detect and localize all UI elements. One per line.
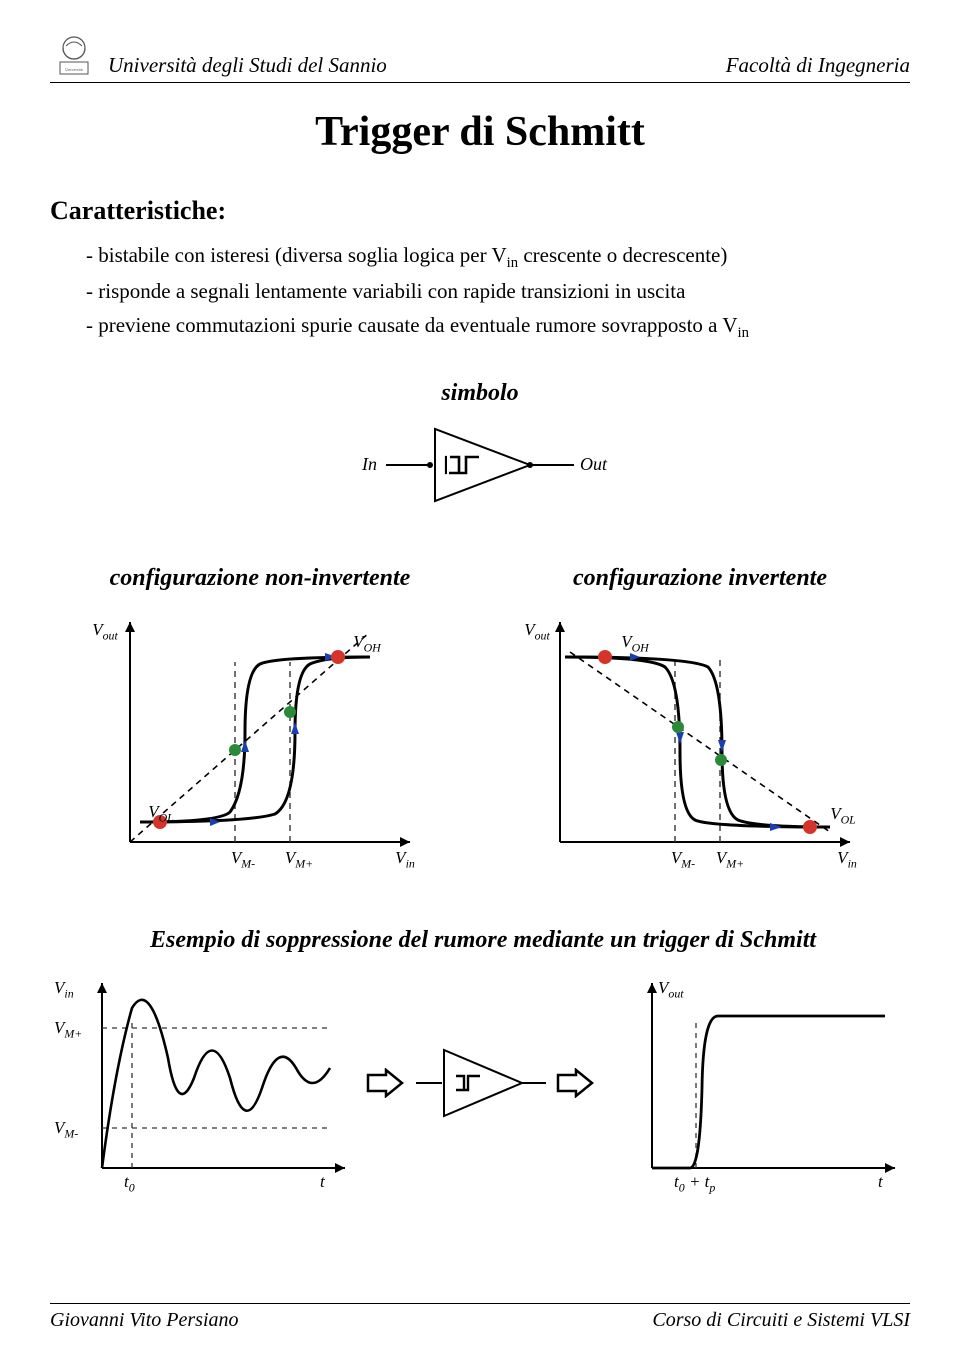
bullet-item: - bistabile con isteresi (diversa soglia… [86, 240, 910, 274]
noise-row: Vin VM+ VM- t0 t Vout t0 + tp t [50, 968, 910, 1198]
arrow-icon [366, 1068, 404, 1098]
noninverting-heading: configurazione non-invertente [50, 565, 470, 592]
schmitt-symbol-icon: In Out [350, 415, 610, 515]
noninverting-column: configurazione non-invertente [50, 565, 470, 887]
symbol-section: simbolo In [50, 380, 910, 515]
svg-text:In: In [361, 454, 377, 474]
svg-text:Out: Out [580, 454, 608, 474]
noise-output-chart: Vout t0 + tp t [600, 968, 910, 1198]
inverting-chart: Vout VOH VOL VM- VM+ Vin [510, 602, 890, 882]
noise-heading: Esempio di soppressione del rumore media… [150, 927, 910, 954]
bullet-list: - bistabile con isteresi (diversa soglia… [50, 240, 910, 344]
page-footer: Giovanni Vito Persiano Corso di Circuiti… [50, 1303, 910, 1332]
university-logo-icon: Università [50, 30, 98, 78]
faculty-name: Facoltà di Ingegneria [726, 53, 910, 78]
page-title: Trigger di Schmitt [50, 108, 910, 156]
page-header: Università Università degli Studi del Sa… [50, 30, 910, 83]
inverting-heading: configurazione invertente [490, 565, 910, 592]
svg-text:Università: Università [65, 67, 83, 72]
university-name: Università degli Studi del Sannio [108, 53, 387, 78]
noise-input-chart: Vin VM+ VM- t0 t [50, 968, 360, 1198]
noninverting-chart: Vout VOH VOL VM- VM+ Vin [70, 602, 450, 882]
header-left: Università Università degli Studi del Sa… [50, 30, 387, 78]
bullet-item: - previene commutazioni spurie causate d… [86, 310, 910, 344]
footer-course: Corso di Circuiti e Sistemi VLSI [652, 1309, 910, 1332]
symbol-heading: simbolo [50, 380, 910, 407]
schmitt-symbol-small-icon [410, 1038, 550, 1128]
footer-author: Giovanni Vito Persiano [50, 1309, 239, 1332]
arrow-icon [556, 1068, 594, 1098]
bullet-item: - risponde a segnali lentamente variabil… [86, 276, 910, 308]
characteristics-heading: Caratteristiche: [50, 196, 910, 226]
hysteresis-row: configurazione non-invertente [50, 565, 910, 887]
inverting-column: configurazione invertente Vo [490, 565, 910, 887]
